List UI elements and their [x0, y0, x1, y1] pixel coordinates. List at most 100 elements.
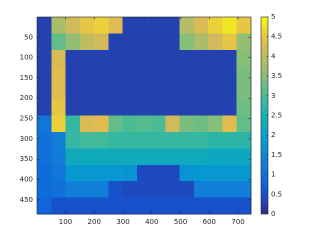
heatmap-cell: [208, 82, 223, 100]
x-tick-label: 300: [116, 218, 129, 226]
heatmap-cell: [222, 82, 238, 100]
heatmap-cell: [51, 115, 67, 133]
heatmap-cell: [94, 99, 109, 116]
heatmap-cell: [179, 66, 195, 84]
heatmap-cell: [151, 66, 166, 84]
x-tick-label: 600: [203, 218, 216, 226]
heatmap-cell: [136, 49, 152, 67]
heatmap-cell: [179, 17, 195, 34]
heatmap-cell: [222, 99, 238, 116]
heatmap-cells: [37, 17, 252, 215]
heatmap-cell: [136, 181, 152, 199]
heatmap-cell: [122, 148, 138, 166]
heatmap-cell: [37, 82, 52, 100]
heatmap-cell: [65, 181, 81, 199]
heatmap-cell: [122, 99, 138, 116]
heatmap-cell: [165, 66, 181, 84]
heatmap-cell: [79, 99, 95, 116]
heatmap-cell: [208, 99, 223, 116]
heatmap-cell: [51, 131, 67, 149]
heatmap-cell: [108, 33, 124, 51]
heatmap-cell: [94, 131, 109, 149]
colorbar-tick-label: 3.5: [271, 72, 282, 80]
heatmap-cell: [151, 99, 166, 116]
heatmap-cell: [122, 197, 138, 215]
heatmap-cell: [193, 131, 209, 149]
heatmap-cell: [65, 197, 81, 215]
heatmap-cell: [151, 33, 166, 51]
heatmap-cell: [94, 115, 109, 133]
colorbar-tick-label: 1.5: [271, 151, 282, 159]
heatmap-cell: [236, 115, 252, 133]
heatmap-cell: [51, 17, 67, 34]
heatmap-cell: [236, 82, 252, 100]
heatmap-cell: [193, 17, 209, 34]
heatmap-cell: [236, 99, 252, 116]
heatmap-cell: [236, 181, 252, 199]
heatmap-cell: [108, 49, 124, 67]
heatmap-cell: [65, 164, 81, 182]
heatmap-cell: [208, 17, 223, 34]
heatmap-cell: [51, 164, 67, 182]
colorbar-tick-label: 3: [271, 92, 275, 100]
heatmap-cell: [151, 148, 166, 166]
colorbar-tick-label: 0.5: [271, 190, 282, 198]
x-tick-label: 500: [174, 218, 187, 226]
heatmap-cell: [51, 148, 67, 166]
heatmap-cell: [208, 115, 223, 133]
heatmap-cell: [94, 82, 109, 100]
heatmap-cell: [193, 82, 209, 100]
x-tick-label: 100: [59, 218, 72, 226]
heatmap-cell: [236, 148, 252, 166]
heatmap-cell: [108, 99, 124, 116]
heatmap-cell: [122, 115, 138, 133]
heatmap-cell: [165, 33, 181, 51]
heatmap-cell: [136, 99, 152, 116]
heatmap-cell: [208, 33, 223, 51]
heatmap-cell: [37, 99, 52, 116]
heatmap-cell: [94, 17, 109, 34]
heatmap-cell: [108, 148, 124, 166]
heatmap-cell: [165, 99, 181, 116]
heatmap-cell: [208, 49, 223, 67]
heatmap-cell: [222, 33, 238, 51]
heatmap-cell: [222, 66, 238, 84]
heatmap-cell: [51, 49, 67, 67]
heatmap-cell: [165, 148, 181, 166]
heatmap-cell: [94, 33, 109, 51]
heatmap-cell: [165, 49, 181, 67]
heatmap-cell: [136, 148, 152, 166]
heatmap-cell: [65, 148, 81, 166]
heatmap-cell: [65, 66, 81, 84]
heatmap-cell: [151, 131, 166, 149]
heatmap-cell: [37, 17, 52, 34]
heatmap-cell: [51, 99, 67, 116]
heatmap-cell: [236, 197, 252, 215]
y-tick-label: 200: [20, 94, 33, 102]
heatmap-cell: [79, 33, 95, 51]
heatmap-cell: [122, 17, 138, 34]
heatmap-cell: [208, 148, 223, 166]
heatmap-cell: [37, 131, 52, 149]
heatmap-cell: [165, 115, 181, 133]
heatmap-cell: [65, 131, 81, 149]
heatmap-cell: [94, 197, 109, 215]
heatmap-cell: [37, 49, 52, 67]
heatmap-cell: [65, 82, 81, 100]
heatmap-cell: [193, 66, 209, 84]
heatmap-cell: [94, 181, 109, 199]
heatmap-cell: [108, 66, 124, 84]
colorbar-tick-label: 5: [271, 13, 275, 21]
heatmap-cell: [222, 115, 238, 133]
heatmap-cell: [108, 17, 124, 34]
heatmap-cell: [193, 33, 209, 51]
y-tick-label: 250: [20, 115, 33, 123]
heatmap-cell: [179, 164, 195, 182]
heatmap-cell: [165, 181, 181, 199]
heatmap-cell: [79, 197, 95, 215]
heatmap-cell: [79, 148, 95, 166]
x-tick-label: 700: [231, 218, 244, 226]
heatmap-cell: [122, 82, 138, 100]
heatmap-cell: [136, 164, 152, 182]
heatmap-cell: [236, 49, 252, 67]
